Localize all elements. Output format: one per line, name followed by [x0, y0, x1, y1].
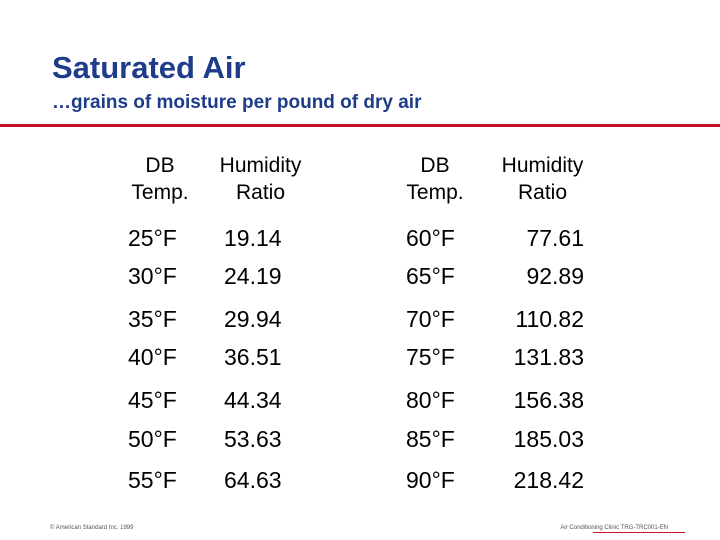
left-temp-cell: 25°F [128, 225, 177, 251]
right-ratio-cell: 92.89 [526, 263, 584, 289]
right-temp-cell: 85°F [406, 426, 455, 452]
right-temp-cell: 65°F [406, 263, 455, 289]
left-ratio-cell: 44.34 [224, 387, 282, 413]
left-temp-cell: 35°F [128, 306, 177, 332]
left-temp-cell: 55°F [128, 467, 177, 493]
left-temp-cell: 50°F [128, 426, 177, 452]
left-ratio-cell: 24.19 [224, 263, 282, 289]
copyright-footer: © American Standard Inc. 1999 [50, 525, 134, 531]
header-right-db-temp: DB Temp. [406, 154, 464, 204]
right-ratio-cell: 110.82 [515, 306, 584, 332]
right-ratio-cell: 218.42 [513, 467, 584, 493]
right-temp-cell: 60°F [406, 225, 455, 251]
slide-title: Saturated Air [52, 50, 246, 85]
left-ratio-cell: 36.51 [224, 344, 282, 370]
title-divider [0, 124, 720, 127]
left-ratio-cell: 29.94 [224, 306, 282, 332]
header-right-humidity-ratio: Humidity Ratio [501, 154, 584, 204]
right-temp-cell: 75°F [406, 344, 455, 370]
left-ratio-cell: 53.63 [224, 426, 282, 452]
left-temp-cell: 30°F [128, 263, 177, 289]
right-ratio-cell: 185.03 [513, 426, 584, 452]
footer-underline [593, 532, 685, 533]
right-temp-cell: 90°F [406, 467, 455, 493]
header-left-humidity-ratio: Humidity Ratio [219, 154, 302, 204]
right-ratio-cell: 156.38 [513, 387, 584, 413]
slide-subtitle: …grains of moisture per pound of dry air [52, 92, 422, 113]
header-left-db-temp: DB Temp. [131, 154, 189, 204]
right-ratio-cell: 77.61 [526, 225, 584, 251]
course-footer: Air Conditioning Clinic TRG-TRC001-EN [560, 525, 668, 531]
left-ratio-cell: 64.63 [224, 467, 282, 493]
left-temp-cell: 40°F [128, 344, 177, 370]
left-ratio-cell: 19.14 [224, 225, 282, 251]
left-temp-cell: 45°F [128, 387, 177, 413]
right-temp-cell: 70°F [406, 306, 455, 332]
right-temp-cell: 80°F [406, 387, 455, 413]
right-ratio-cell: 131.83 [513, 344, 584, 370]
